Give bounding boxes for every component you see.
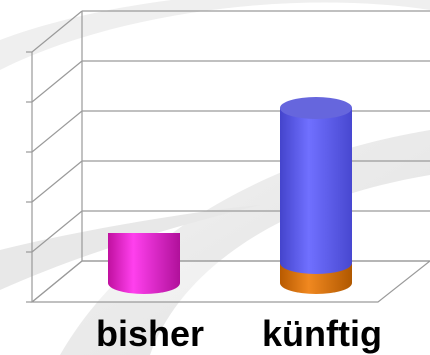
chart-bars [108, 97, 352, 294]
bar-künftig-segment-1 [280, 108, 352, 274]
side-wall-gridline [31, 160, 83, 203]
chart-floor [30, 260, 430, 303]
side-wall-gridline [31, 110, 83, 153]
category-label-0: bisher [96, 313, 204, 354]
category-labels: bisher künftig [96, 313, 382, 354]
side-wall-gridline [31, 10, 83, 53]
side-wall-gridline [31, 60, 83, 103]
side-wall-gridline [31, 260, 83, 303]
swoosh-top [0, 0, 430, 70]
bar-bisher-segment-0 [108, 233, 180, 294]
swoosh-lower [0, 205, 260, 290]
category-label-1: künftig [262, 313, 382, 354]
bar-künftig-top-cap [280, 97, 352, 119]
side-wall-gridline [31, 210, 83, 253]
